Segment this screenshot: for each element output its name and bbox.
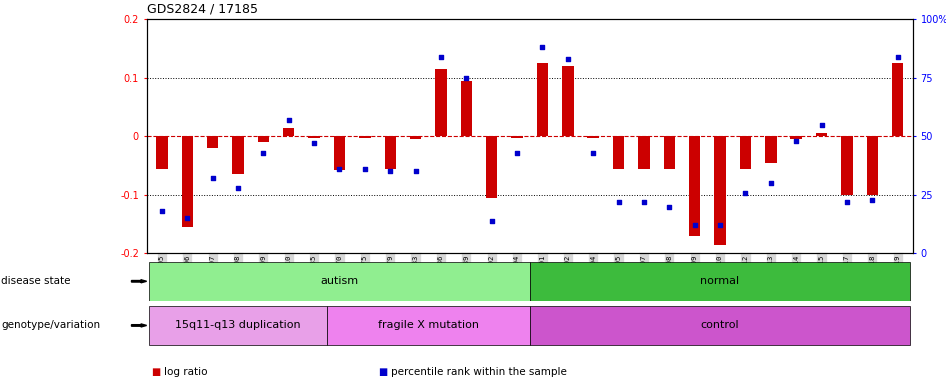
- Point: [408, 169, 423, 175]
- Text: 15q11-q13 duplication: 15q11-q13 duplication: [175, 320, 301, 331]
- Bar: [562, 66, 573, 136]
- Point: [865, 197, 880, 203]
- Bar: [530, 262, 910, 301]
- Bar: [689, 136, 700, 236]
- Point: [231, 185, 246, 191]
- Bar: [156, 136, 167, 169]
- Text: control: control: [701, 320, 740, 331]
- Point: [510, 150, 525, 156]
- Text: normal: normal: [700, 276, 740, 286]
- Point: [382, 169, 397, 175]
- Bar: [359, 136, 371, 138]
- Text: autism: autism: [321, 276, 359, 286]
- Text: disease state: disease state: [1, 276, 70, 286]
- Point: [586, 150, 601, 156]
- Bar: [512, 136, 523, 138]
- Text: fragile X mutation: fragile X mutation: [377, 320, 479, 331]
- Bar: [613, 136, 624, 169]
- Point: [687, 222, 702, 228]
- Bar: [536, 63, 548, 136]
- Bar: [149, 262, 530, 301]
- Bar: [308, 136, 320, 138]
- Bar: [841, 136, 852, 195]
- Bar: [714, 136, 726, 245]
- Point: [814, 121, 829, 127]
- Point: [560, 56, 575, 62]
- Bar: [410, 136, 421, 139]
- Bar: [815, 133, 827, 136]
- Bar: [233, 136, 244, 174]
- Bar: [892, 63, 903, 136]
- Bar: [530, 306, 910, 345]
- Point: [255, 150, 271, 156]
- Bar: [326, 306, 530, 345]
- Bar: [791, 136, 802, 139]
- Point: [611, 199, 626, 205]
- Point: [534, 44, 550, 50]
- Point: [712, 222, 727, 228]
- Text: log ratio: log ratio: [164, 367, 207, 377]
- Bar: [435, 69, 447, 136]
- Bar: [740, 136, 751, 169]
- Point: [154, 208, 169, 214]
- Bar: [765, 136, 777, 163]
- Text: ■: ■: [151, 367, 161, 377]
- Point: [839, 199, 854, 205]
- Point: [358, 166, 373, 172]
- Bar: [587, 136, 599, 138]
- Bar: [639, 136, 650, 169]
- Bar: [207, 136, 219, 148]
- Point: [433, 54, 448, 60]
- Bar: [461, 81, 472, 136]
- Point: [332, 166, 347, 172]
- Point: [484, 218, 499, 224]
- Text: genotype/variation: genotype/variation: [1, 320, 100, 331]
- Bar: [257, 136, 269, 142]
- Point: [637, 199, 652, 205]
- Text: percentile rank within the sample: percentile rank within the sample: [391, 367, 567, 377]
- Text: ■: ■: [378, 367, 388, 377]
- Point: [205, 175, 220, 182]
- Bar: [486, 136, 498, 198]
- Point: [763, 180, 779, 186]
- Point: [281, 117, 296, 123]
- Bar: [384, 136, 396, 169]
- Text: GDS2824 / 17185: GDS2824 / 17185: [147, 2, 257, 15]
- Point: [662, 204, 677, 210]
- Point: [890, 54, 905, 60]
- Point: [738, 189, 753, 195]
- Bar: [283, 127, 294, 136]
- Point: [459, 74, 474, 81]
- Bar: [149, 306, 326, 345]
- Bar: [663, 136, 675, 169]
- Point: [789, 138, 804, 144]
- Bar: [182, 136, 193, 227]
- Point: [180, 215, 195, 222]
- Point: [307, 140, 322, 146]
- Bar: [334, 136, 345, 170]
- Bar: [867, 136, 878, 195]
